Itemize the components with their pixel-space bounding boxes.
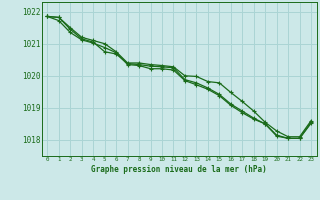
X-axis label: Graphe pression niveau de la mer (hPa): Graphe pression niveau de la mer (hPa)	[91, 165, 267, 174]
